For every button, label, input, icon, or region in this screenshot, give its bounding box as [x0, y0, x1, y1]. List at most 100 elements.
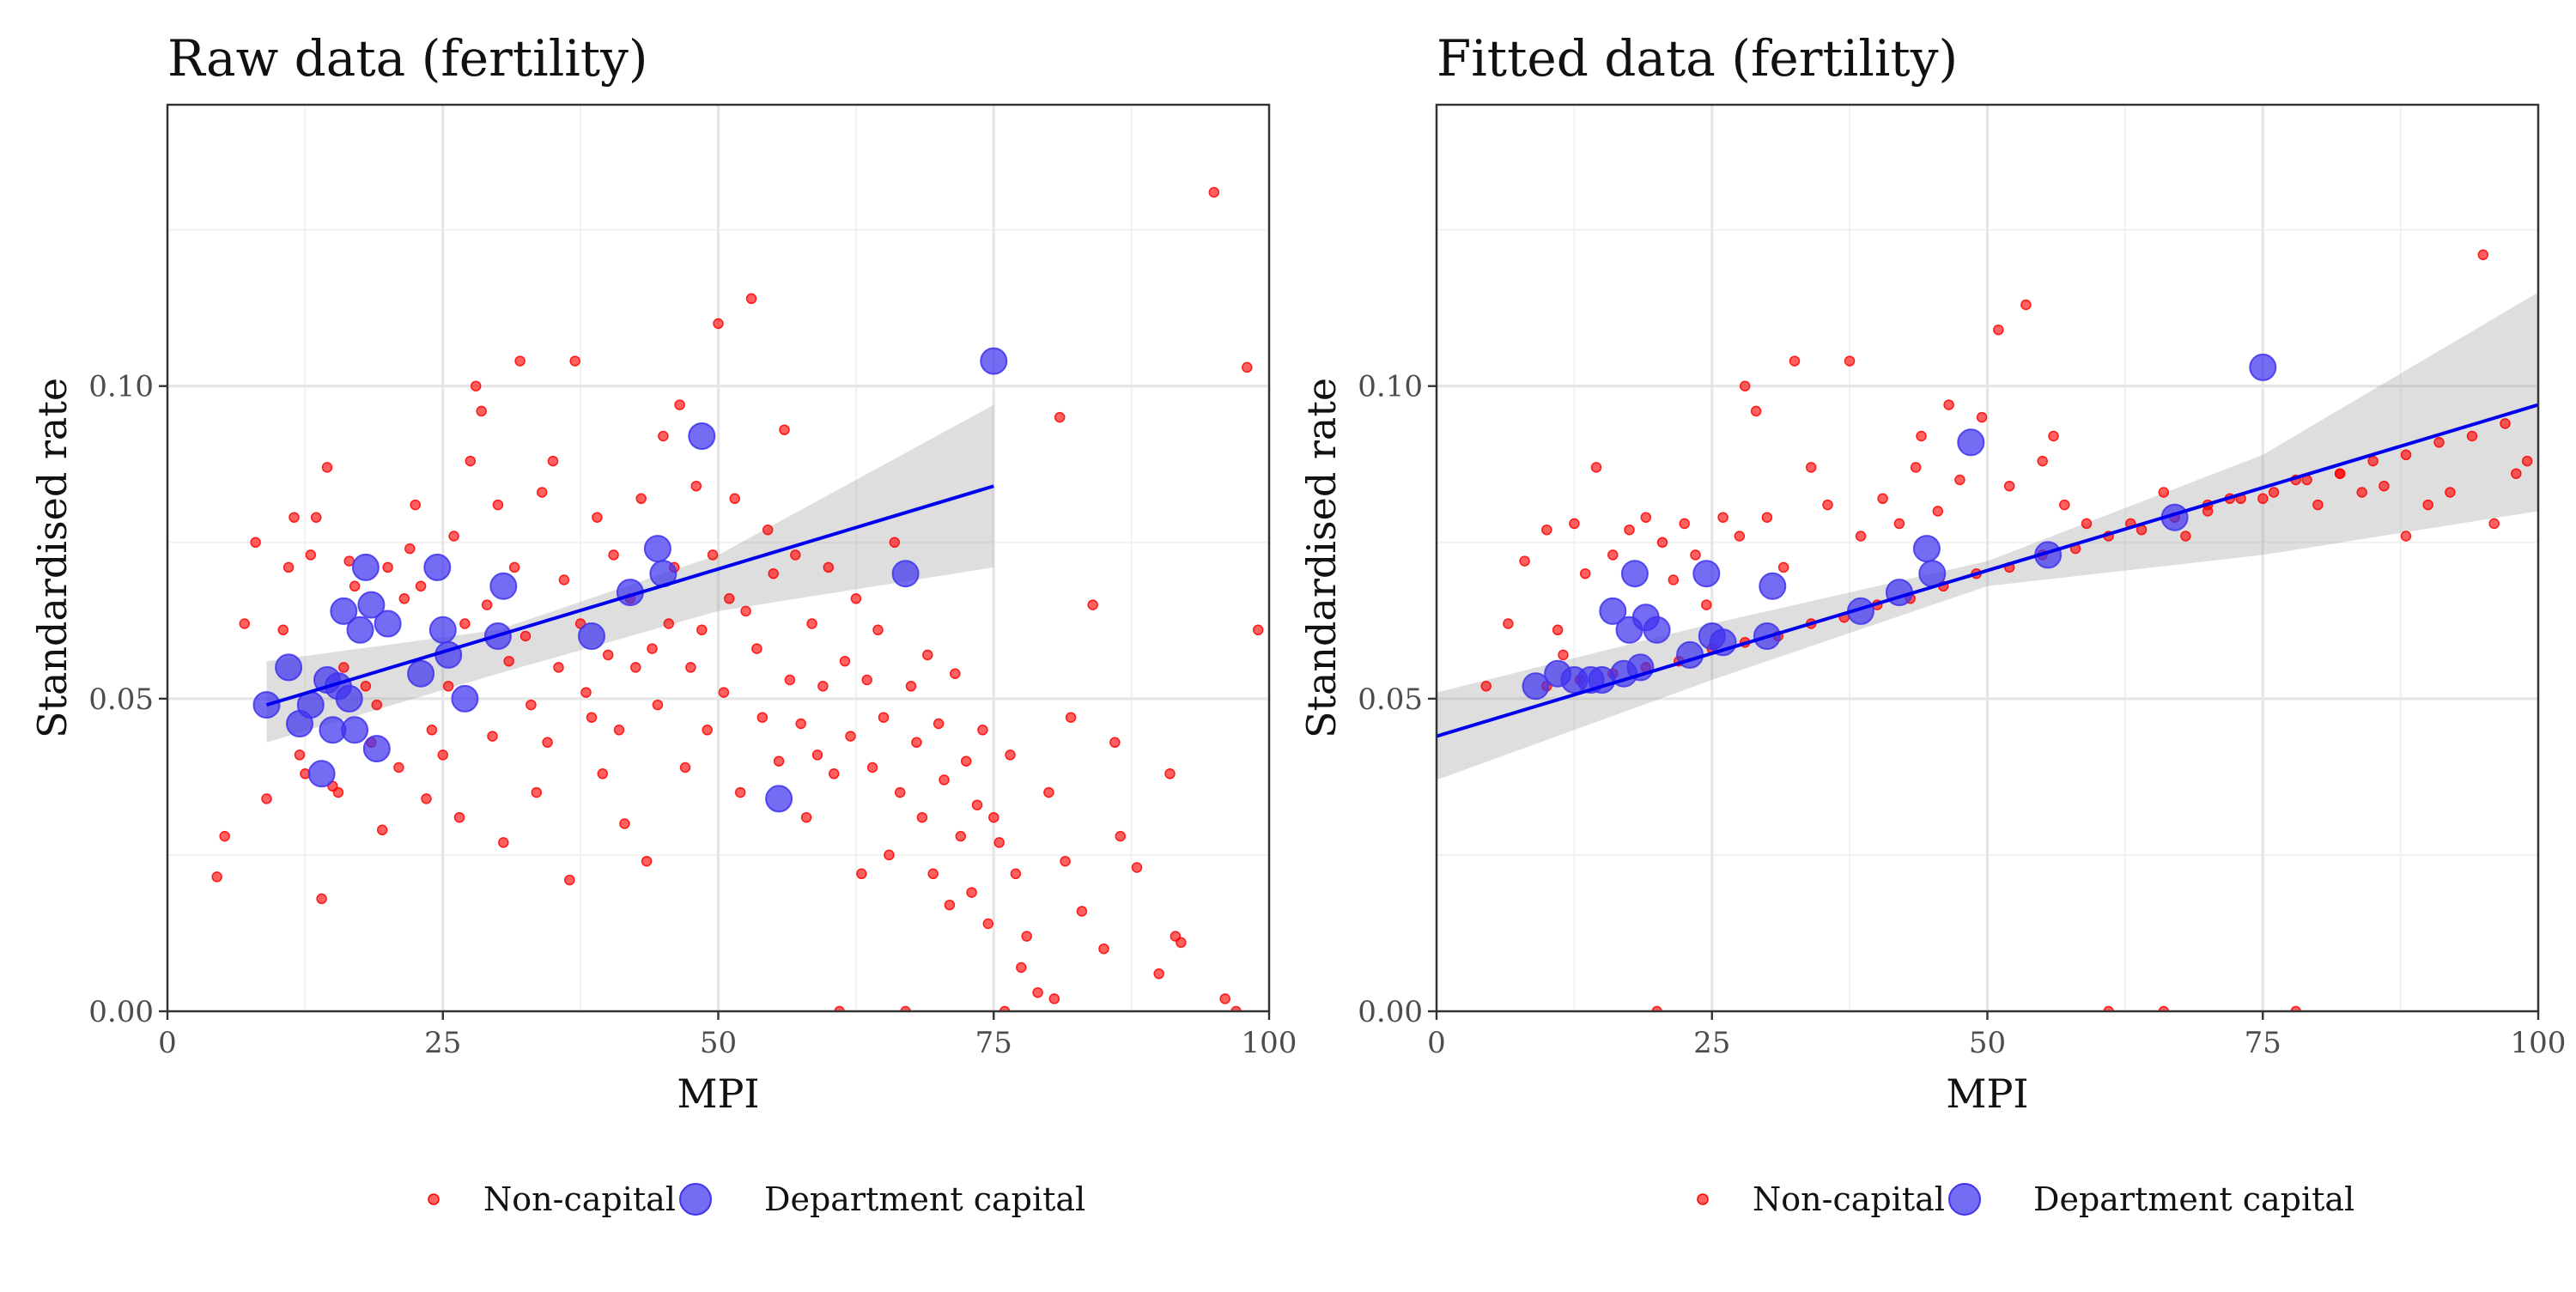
x-axis-title: MPI — [1946, 1071, 2028, 1117]
noncapital-point — [1739, 380, 1751, 391]
noncapital-point — [779, 424, 790, 435]
noncapital-point — [261, 793, 272, 804]
noncapital-point — [553, 662, 564, 673]
noncapital-point — [1541, 524, 1552, 536]
noncapital-point — [740, 605, 751, 617]
noncapital-point — [1558, 649, 1569, 661]
capital-point — [362, 735, 391, 763]
noncapital-point — [2081, 518, 2093, 530]
noncapital-point — [382, 561, 393, 573]
noncapital-point — [707, 549, 719, 561]
capital-point — [1759, 572, 1787, 600]
noncapital-point — [724, 593, 735, 604]
noncapital-point — [2202, 506, 2214, 517]
noncapital-point — [492, 499, 504, 511]
plot-content — [1437, 249, 2538, 1011]
x-tick-label: 50 — [700, 1026, 737, 1060]
noncapital-point — [993, 837, 1005, 848]
noncapital-point — [713, 318, 724, 330]
legend-key-non-capital — [428, 1193, 440, 1205]
x-tick-label: 100 — [2511, 1026, 2567, 1060]
y-axis-title: Standardised rate — [29, 378, 76, 738]
noncapital-point — [360, 681, 372, 692]
noncapital-point — [647, 643, 658, 654]
noncapital-point — [613, 725, 625, 736]
y-tick-label: 0.00 — [1358, 995, 1423, 1029]
noncapital-point — [608, 549, 619, 561]
noncapital-point — [277, 624, 289, 636]
legend-label-department-capital: Department capital — [764, 1180, 1085, 1218]
noncapital-point — [1519, 555, 1530, 567]
noncapital-point — [481, 599, 493, 610]
noncapital-point — [817, 681, 829, 692]
noncapital-point — [415, 580, 427, 592]
noncapital-point — [845, 731, 856, 742]
noncapital-point — [2312, 499, 2324, 511]
noncapital-point — [349, 580, 361, 592]
noncapital-point — [1943, 399, 1954, 410]
capital-point — [688, 422, 716, 450]
noncapital-point — [1777, 561, 1789, 573]
noncapital-point — [498, 837, 509, 848]
legend-key-department-capital — [679, 1183, 712, 1216]
noncapital-point — [861, 674, 872, 686]
noncapital-point — [884, 849, 895, 861]
noncapital-point — [1005, 749, 1016, 761]
noncapital-point — [470, 380, 482, 391]
capital-point — [1599, 597, 1627, 625]
noncapital-point — [1579, 567, 1591, 579]
noncapital-point — [592, 512, 603, 523]
noncapital-point — [679, 761, 691, 773]
noncapital-point — [1954, 474, 1965, 486]
noncapital-point — [503, 655, 514, 667]
noncapital-point — [751, 643, 762, 654]
legend: Non-capital Department capital — [1697, 1180, 2354, 1218]
noncapital-point — [289, 512, 300, 523]
noncapital-point — [294, 749, 306, 761]
x-tick-label: 25 — [424, 1026, 461, 1060]
noncapital-point — [1552, 624, 1564, 636]
noncapital-point — [955, 830, 967, 842]
noncapital-point — [536, 487, 548, 498]
noncapital-point — [459, 618, 471, 629]
noncapital-point — [547, 455, 559, 467]
noncapital-point — [1651, 1005, 1662, 1011]
noncapital-point — [619, 818, 630, 829]
noncapital-point — [2020, 299, 2032, 311]
noncapital-point — [1761, 512, 1773, 523]
noncapital-point — [442, 681, 454, 692]
noncapital-point — [790, 549, 801, 561]
noncapital-point — [569, 355, 580, 367]
noncapital-point — [1032, 986, 1043, 998]
noncapital-point — [310, 512, 322, 523]
capital-point — [1620, 560, 1649, 588]
noncapital-point — [2422, 499, 2433, 511]
x-tick-label: 25 — [1693, 1026, 1730, 1060]
capital-point — [451, 684, 479, 713]
noncapital-point — [729, 493, 740, 505]
noncapital-point — [734, 786, 746, 798]
noncapital-point — [564, 874, 575, 886]
noncapital-point — [745, 293, 757, 305]
noncapital-point — [2048, 430, 2059, 442]
noncapital-point — [2037, 455, 2048, 467]
noncapital-point — [421, 793, 432, 804]
noncapital-point — [2400, 449, 2412, 461]
noncapital-point — [219, 830, 230, 842]
noncapital-point — [580, 687, 592, 698]
noncapital-point — [597, 768, 609, 779]
noncapital-point — [1230, 1005, 1242, 1011]
capital-point — [765, 785, 793, 813]
legend-label-non-capital: Non-capital — [483, 1180, 676, 1218]
noncapital-point — [1503, 618, 1514, 629]
capital-point — [357, 591, 386, 619]
noncapital-point — [321, 462, 333, 473]
capital-point — [335, 684, 363, 713]
noncapital-point — [1219, 993, 1230, 1004]
noncapital-point — [1993, 324, 2004, 336]
noncapital-point — [514, 355, 526, 367]
noncapital-point — [1021, 931, 1032, 942]
noncapital-point — [1076, 906, 1088, 917]
noncapital-point — [2511, 468, 2522, 479]
noncapital-point — [866, 761, 878, 773]
